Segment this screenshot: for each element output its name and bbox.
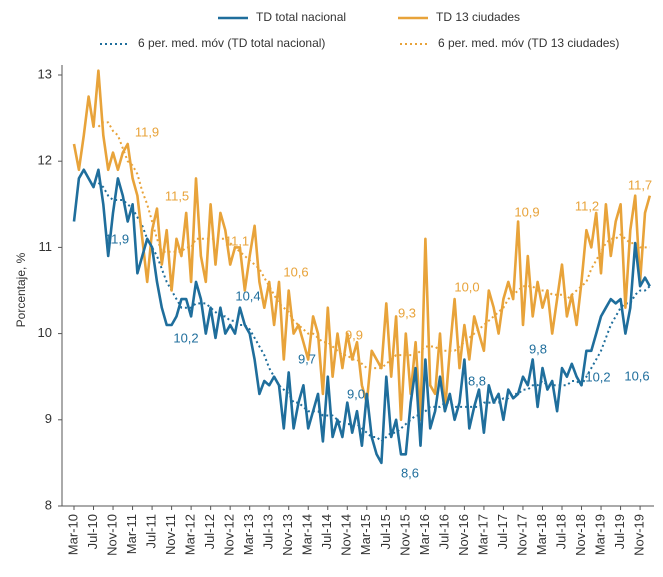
annotation: 10,2 [173,330,198,345]
series-line [72,69,652,422]
x-tick-label: Jul-11 [144,514,159,548]
x-tick-label: Jul-13 [261,514,276,549]
x-tick-label: Mar-19 [592,514,607,555]
x-tick-label: Nov-12 [222,514,237,556]
annotation: 8,8 [468,373,486,388]
x-tick-label: Nov-10 [104,514,119,556]
x-tick-label: Jul-19 [612,514,627,549]
legend-label: 6 per. med. móv (TD total nacional) [138,36,325,50]
moving-average-line [97,182,651,443]
annotation: 9,9 [345,327,363,342]
annotation: 11,9 [105,231,129,246]
x-tick-label: Mar-10 [65,514,80,555]
annotation: 10,2 [585,369,610,384]
y-tick-label: 12 [38,153,52,168]
x-tick-label: Nov-14 [339,514,354,556]
y-tick-label: 10 [38,325,52,340]
legend-label: TD 13 ciudades [436,10,520,24]
annotation: 10,4 [235,288,260,303]
annotation: 10,6 [624,368,649,383]
x-tick-label: Mar-18 [534,514,549,555]
x-tick-label: Nov-15 [397,514,412,556]
x-tick-label: Mar-13 [241,514,256,555]
annotation: 9,0 [347,386,365,401]
annotation: 10,0 [454,279,479,294]
y-tick-label: 9 [45,411,52,426]
annotation: 11,2 [575,198,599,213]
x-tick-label: Mar-11 [124,514,139,554]
y-axis-label: Porcentaje, % [14,252,28,327]
annotation: 11,1 [225,233,249,248]
x-tick-label: Jul-18 [553,514,568,549]
x-tick-label: Jul-14 [319,514,334,549]
x-tick-label: Nov-18 [573,514,588,556]
x-tick-label: Nov-11 [163,514,178,555]
annotation: 9,8 [529,341,547,356]
annotation: 8,6 [401,465,419,480]
annotation: 11,7 [628,177,652,192]
annotation: 11,9 [135,124,159,139]
x-tick-label: Nov-17 [514,514,529,556]
annotation: 10,9 [514,204,539,219]
y-tick-label: 8 [45,497,52,512]
legend-label: 6 per. med. móv (TD 13 ciudades) [438,36,619,50]
annotation: 9,3 [398,305,416,320]
annotation: 9,7 [298,351,316,366]
x-tick-label: Jul-10 [85,514,100,549]
legend-label: TD total nacional [256,10,346,24]
x-tick-label: Jul-15 [378,514,393,549]
x-tick-label: Nov-16 [456,514,471,556]
x-tick-label: Mar-17 [475,514,490,555]
x-tick-label: Mar-16 [417,514,432,555]
x-tick-label: Jul-12 [202,514,217,549]
x-tick-label: Mar-14 [300,514,315,555]
x-tick-label: Mar-15 [358,514,373,555]
annotation: 11,5 [165,188,189,203]
y-tick-label: 11 [39,239,53,254]
y-tick-label: 13 [38,66,52,81]
annotation: 10,6 [283,264,308,279]
x-tick-label: Mar-12 [183,514,198,555]
x-tick-label: Jul-16 [436,514,451,549]
x-tick-label: Nov-13 [280,514,295,556]
x-tick-label: Jul-17 [495,514,510,549]
x-tick-label: Nov-19 [632,514,647,556]
series-line [72,168,651,465]
